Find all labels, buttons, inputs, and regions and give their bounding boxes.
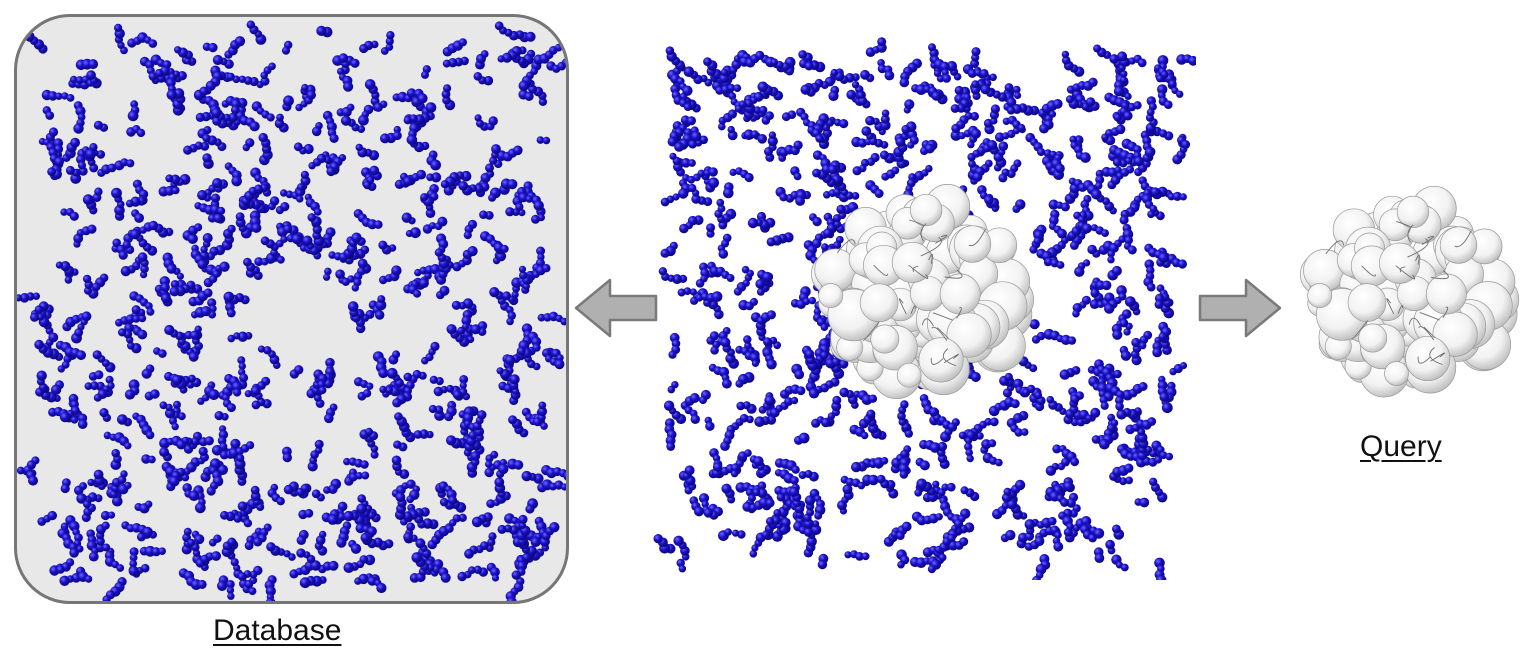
protein-surface-in-box <box>811 184 1034 400</box>
arrow-left-icon <box>574 278 658 338</box>
database-panel <box>14 14 569 604</box>
database-caption: Database <box>213 614 342 647</box>
arrow-right-icon <box>1198 278 1282 338</box>
database-particle-cloud <box>17 20 566 601</box>
query-caption: Query <box>1360 430 1442 463</box>
query-protein-surface <box>1299 185 1520 398</box>
